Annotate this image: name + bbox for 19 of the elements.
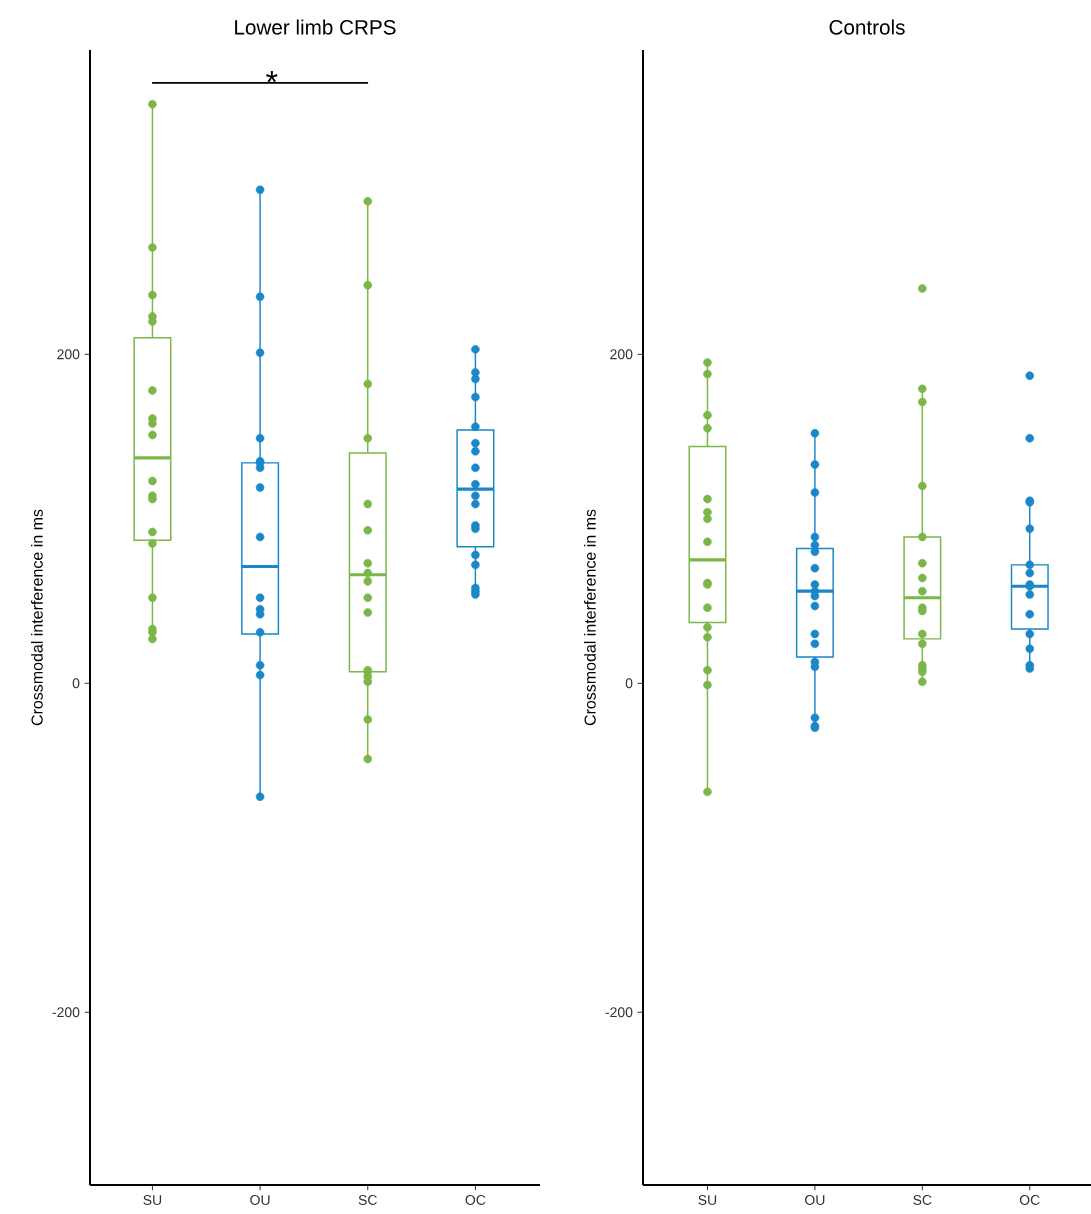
y-tick-label: -200 [52,1007,80,1018]
y-tick-label: 200 [57,349,80,360]
x-tick-label: SU [698,1195,717,1205]
x-tick-label: SU [143,1195,162,1205]
y-tick-label: 0 [72,678,80,689]
x-tick-label: OU [805,1195,825,1205]
x-tick-label: SC [913,1195,932,1205]
y-axis-title: Crossmodal interference in ms [584,509,596,726]
annotation: * [266,71,278,83]
chart-title: Lower limb CRPS [235,19,396,35]
x-tick-label: SC [358,1195,377,1205]
chart-title: Controls [829,19,905,35]
x-tick-label: OC [465,1195,486,1205]
x-tick-label: OU [250,1195,270,1205]
y-tick-label: 0 [625,678,633,689]
y-tick-label: -200 [605,1007,633,1018]
y-axis-title: Crossmodal interference in ms [31,509,43,726]
x-tick-label: OC [1019,1195,1040,1205]
y-tick-label: 200 [610,349,633,360]
